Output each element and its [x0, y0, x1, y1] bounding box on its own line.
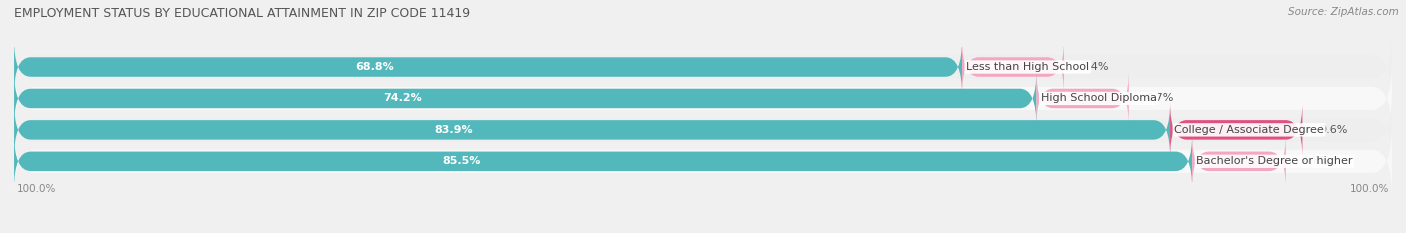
Text: 6.8%: 6.8% [1302, 156, 1330, 166]
FancyBboxPatch shape [14, 126, 1392, 197]
FancyBboxPatch shape [14, 102, 1170, 158]
Text: EMPLOYMENT STATUS BY EDUCATIONAL ATTAINMENT IN ZIP CODE 11419: EMPLOYMENT STATUS BY EDUCATIONAL ATTAINM… [14, 7, 470, 20]
Text: Source: ZipAtlas.com: Source: ZipAtlas.com [1288, 7, 1399, 17]
FancyBboxPatch shape [1192, 133, 1286, 189]
Text: Less than High School: Less than High School [966, 62, 1090, 72]
Text: 9.6%: 9.6% [1319, 125, 1347, 135]
FancyBboxPatch shape [14, 63, 1392, 134]
FancyBboxPatch shape [1170, 102, 1302, 158]
Text: 85.5%: 85.5% [443, 156, 481, 166]
FancyBboxPatch shape [14, 133, 1192, 189]
FancyBboxPatch shape [962, 39, 1064, 95]
FancyBboxPatch shape [14, 31, 1392, 103]
FancyBboxPatch shape [14, 94, 1392, 165]
Text: Bachelor's Degree or higher: Bachelor's Degree or higher [1197, 156, 1353, 166]
Text: 68.8%: 68.8% [354, 62, 394, 72]
Text: 100.0%: 100.0% [1350, 184, 1389, 194]
FancyBboxPatch shape [1036, 71, 1129, 127]
Text: College / Associate Degree: College / Associate Degree [1174, 125, 1324, 135]
Text: 7.4%: 7.4% [1081, 62, 1109, 72]
Text: 100.0%: 100.0% [17, 184, 56, 194]
FancyBboxPatch shape [14, 39, 962, 95]
Text: 6.7%: 6.7% [1146, 93, 1174, 103]
Text: 74.2%: 74.2% [384, 93, 422, 103]
FancyBboxPatch shape [14, 71, 1036, 127]
Text: 83.9%: 83.9% [434, 125, 472, 135]
Text: High School Diploma: High School Diploma [1040, 93, 1157, 103]
